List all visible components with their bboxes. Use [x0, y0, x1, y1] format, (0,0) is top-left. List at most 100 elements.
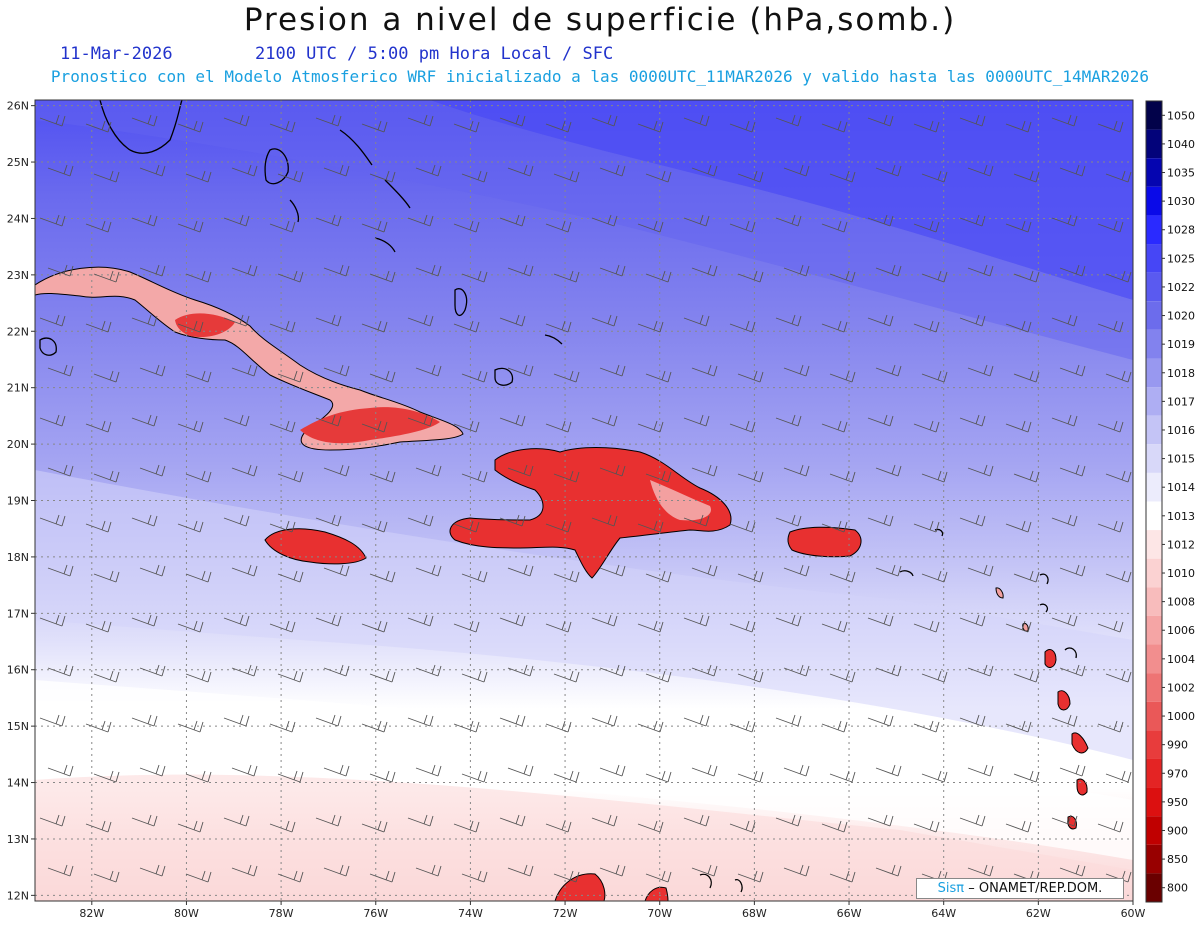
wind-barb	[683, 814, 710, 827]
wind-barb	[1059, 764, 1086, 777]
axis-ticks: 82W 80W 78W 76W 74W 72W 70W 68W 66W 64W 62W 60W 12N 1…	[7, 100, 1146, 920]
wind-barb	[231, 364, 258, 377]
wind-barb	[1097, 720, 1124, 733]
wind-barb	[47, 264, 74, 277]
wind-barb	[829, 370, 856, 383]
wind-barb	[269, 520, 296, 533]
wind-barb	[783, 764, 810, 777]
wind-barb	[323, 764, 350, 777]
wind-barb	[967, 364, 994, 377]
wind-barb	[553, 770, 580, 783]
wind-barb	[737, 570, 764, 583]
wind-barb	[875, 864, 902, 877]
colorbar-swatch	[1146, 472, 1162, 502]
wind-barb	[1051, 614, 1078, 627]
wind-barb	[737, 170, 764, 183]
wind-barb	[729, 120, 756, 133]
lon-tick-label: 70W	[647, 907, 672, 920]
wind-barb	[39, 114, 66, 127]
colorbar-swatch	[1146, 730, 1162, 759]
wind-barb	[499, 414, 526, 427]
wind-barb	[453, 120, 480, 133]
wind-barb	[875, 464, 902, 477]
wind-barb	[461, 670, 488, 683]
lat-tick-label: 17N	[7, 607, 29, 620]
wind-barb	[507, 264, 534, 277]
wind-barb	[1013, 770, 1040, 783]
wind-barb	[361, 120, 388, 133]
wind-barb	[637, 520, 664, 533]
wind-barb	[1059, 464, 1086, 477]
colorbar-label: 1015	[1167, 453, 1195, 466]
wind-barb	[507, 364, 534, 377]
wind-barb	[1059, 664, 1086, 677]
wind-barb	[93, 770, 120, 783]
wind-barb	[913, 520, 940, 533]
colorbar-swatch	[1146, 644, 1162, 674]
forecast-date: 11-Mar-2026	[60, 44, 173, 64]
wind-barb	[407, 514, 434, 527]
wind-barb	[1097, 620, 1124, 633]
wind-barb	[545, 120, 572, 133]
colorbar-label: 850	[1167, 853, 1188, 866]
colorbar-swatch	[1146, 358, 1162, 388]
wind-barb	[223, 614, 250, 627]
lat-tick-label: 14N	[7, 777, 29, 790]
wind-barb	[139, 464, 166, 477]
wind-barb	[453, 620, 480, 633]
wind-barb	[185, 370, 212, 383]
wind-barb	[231, 564, 258, 577]
wind-barb	[959, 414, 986, 427]
wind-barb	[1005, 420, 1032, 433]
lat-tick-label: 22N	[7, 325, 29, 338]
colorbar-label: 1016	[1167, 424, 1195, 437]
wind-barb	[85, 120, 112, 133]
wind-barb	[1059, 264, 1086, 277]
wind-barb	[453, 220, 480, 233]
wind-barb	[323, 564, 350, 577]
island-jamaica	[264, 528, 367, 565]
colorbar-swatch	[1146, 844, 1162, 874]
colorbar-swatch	[1146, 215, 1162, 245]
wind-barb	[737, 470, 764, 483]
wind-barb	[139, 864, 166, 877]
wind-barb	[683, 314, 710, 327]
wind-barb	[637, 320, 664, 333]
wind-barb	[683, 714, 710, 727]
wind-barb	[553, 870, 580, 883]
lat-tick-label: 18N	[7, 551, 29, 564]
wind-barb	[1013, 370, 1040, 383]
wind-barb	[315, 414, 342, 427]
model-subtitle: Pronostico con el Modelo Atmosferico WRF…	[50, 67, 1150, 86]
wind-barb	[415, 864, 442, 877]
wind-barb	[545, 820, 572, 833]
wind-barb	[691, 664, 718, 677]
wind-barb	[691, 864, 718, 877]
wind-barb	[783, 264, 810, 277]
wind-barb	[407, 114, 434, 127]
wind-barb	[315, 814, 342, 827]
wind-barb	[85, 320, 112, 333]
wind-barb	[1013, 270, 1040, 283]
lon-tick-label: 76W	[363, 907, 388, 920]
wind-barb	[507, 664, 534, 677]
colorbar-label: 1012	[1167, 538, 1195, 551]
wind-barb	[361, 320, 388, 333]
wind-barb	[185, 470, 212, 483]
wind-barb	[407, 314, 434, 327]
wind-barb	[913, 820, 940, 833]
wind-barb	[415, 464, 442, 477]
wind-barb	[1051, 514, 1078, 527]
colorbar-frame	[1145, 100, 1163, 903]
wind-barb	[177, 620, 204, 633]
wind-barb	[683, 214, 710, 227]
wind-barb	[277, 170, 304, 183]
wind-barb	[93, 470, 120, 483]
wind-barb	[323, 864, 350, 877]
wind-barb	[959, 614, 986, 627]
wind-barb	[131, 514, 158, 527]
wind-barb	[599, 364, 626, 377]
wind-barb	[645, 870, 672, 883]
wind-barb	[913, 220, 940, 233]
wind-barb	[131, 714, 158, 727]
